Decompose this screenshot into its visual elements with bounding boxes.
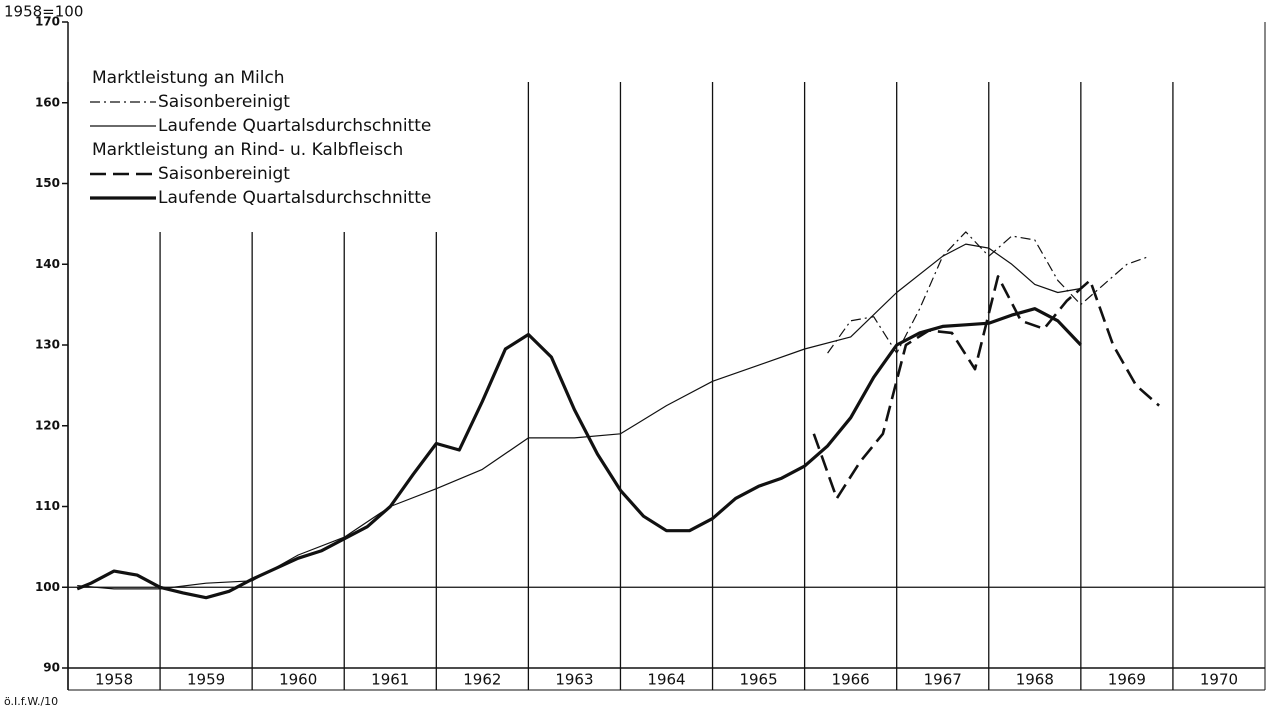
legend-box [84,62,504,232]
legend-label: Saisonbereinigt [158,164,290,184]
y-tick-label: 170 [35,15,60,29]
x-tick-label: 1970 [1200,671,1238,689]
y-tick-label: 140 [35,257,60,271]
source: ö.I.f.W./10 [4,695,58,708]
unit-note: 1958=100 [4,3,83,21]
x-tick-label: 1969 [1108,671,1146,689]
y-tick-label: 120 [35,418,60,432]
legend-group: Marktleistung an Milch [92,68,285,88]
series-line [76,307,1082,600]
y-tick-label: 160 [35,95,60,109]
legend-label: Saisonbereinigt [158,92,290,112]
x-tick-label: 1967 [924,671,962,689]
x-tick-label: 1958 [95,671,133,689]
x-tick-label: 1964 [647,671,685,689]
y-tick-label: 150 [35,176,60,190]
series-line [827,231,1151,354]
x-tick-label: 1962 [463,671,501,689]
x-tick-label: 1963 [555,671,593,689]
y-tick-label: 110 [35,499,60,513]
legend-label: Laufende Quartalsdurchschnitte [158,188,431,208]
legend-label: Laufende Quartalsdurchschnitte [158,116,431,136]
x-tick-label: 1968 [1016,671,1054,689]
x-tick-label: 1965 [739,671,777,689]
x-tick-label: 1966 [832,671,870,689]
y-tick-label: 100 [35,580,60,594]
x-tick-label: 1960 [279,671,317,689]
y-tick-label: 90 [43,661,60,675]
legend-group: Marktleistung an Rind- u. Kalbfleisch [92,140,403,160]
x-tick-label: 1961 [371,671,409,689]
y-tick-label: 130 [35,338,60,352]
x-tick-label: 1959 [187,671,225,689]
